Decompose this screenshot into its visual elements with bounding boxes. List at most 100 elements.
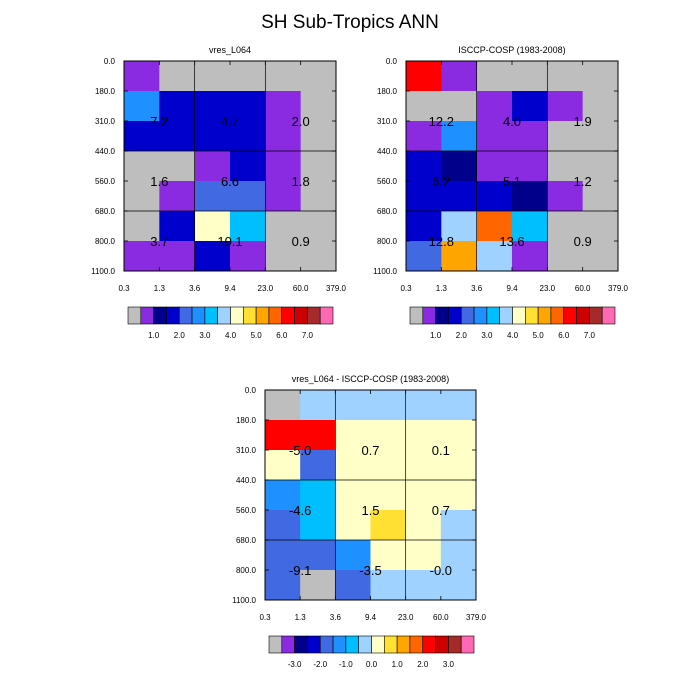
heatmap-cell (547, 151, 584, 182)
colorbar-swatch (178, 306, 193, 325)
box-value-label: 0.9 (292, 234, 310, 249)
heatmap-cell (159, 211, 196, 242)
heatmap-cell (440, 570, 477, 601)
colorbar-swatch (550, 306, 565, 325)
colorbar-swatch (191, 306, 206, 325)
heatmap-cell (440, 420, 477, 451)
box-value-label: 1.2 (574, 174, 592, 189)
y-tick-label: 180.0 (377, 87, 398, 96)
heatmap-cell (441, 61, 478, 92)
colorbar-label: 3.0 (443, 660, 455, 669)
colorbar-swatch (281, 306, 295, 325)
heatmap-cell (335, 570, 371, 601)
heatmap-cell (159, 241, 196, 272)
heatmap-cell (582, 91, 619, 122)
heatmap-cell (194, 151, 231, 182)
heatmap-cell (512, 241, 548, 272)
colorbar-swatch (307, 635, 321, 654)
heatmap-cell (512, 181, 548, 212)
heatmap-cell (405, 540, 442, 571)
heatmap-cell (370, 480, 407, 511)
heatmap-cell (406, 181, 442, 212)
heatmap-cell (159, 121, 196, 152)
panel-diff: 0.3 1.3 3.6 9.4 23.0 60.0 379.0 0.0 180.0 310.0 44… (232, 374, 486, 669)
colorbar-swatch (576, 306, 590, 325)
colorbar-label: 4.0 (225, 331, 237, 340)
y-tick-label: 310.0 (236, 446, 257, 455)
box-value-label: 12.8 (429, 234, 454, 249)
heatmap-cell (265, 181, 302, 212)
box-value-label: 3.7 (150, 234, 168, 249)
heatmap-cell (194, 121, 231, 152)
heatmap-cell (547, 241, 584, 272)
colorbar-swatch (422, 306, 436, 325)
heatmap-cell (370, 390, 407, 421)
heatmap-cell (582, 61, 619, 92)
x-tick-label: 9.4 (365, 613, 377, 622)
heatmap-cell (405, 390, 442, 421)
colorbar-swatch (435, 306, 449, 325)
x-tick-label: 23.0 (540, 284, 556, 293)
colorbar-label: 1.0 (148, 331, 160, 340)
y-tick-label: 1100.0 (232, 596, 256, 605)
colorbar-label: -3.0 (288, 660, 302, 669)
x-tick-label: 23.0 (398, 613, 414, 622)
colorbar-swatch (563, 306, 577, 325)
x-tick-label: 3.6 (189, 284, 201, 293)
heatmap-cell (300, 420, 336, 451)
heatmap-cell (300, 241, 337, 272)
heatmap-cell (300, 211, 337, 242)
box-value-label: 0.7 (361, 443, 379, 458)
heatmap-cell (441, 181, 478, 212)
box-value-label: 5.1 (503, 174, 521, 189)
y-tick-label: 0.0 (104, 57, 116, 66)
colorbar-label: 2.0 (456, 331, 468, 340)
main-title: SH Sub-Tropics ANN (261, 12, 439, 33)
colorbar-swatch (153, 306, 167, 325)
x-tick-label: 9.4 (224, 284, 236, 293)
colorbar-label: 6.0 (558, 331, 570, 340)
colorbar-swatch (409, 635, 424, 654)
heatmap-cell (547, 211, 584, 242)
heatmap-cell (476, 91, 513, 122)
colorbar-swatch (537, 306, 552, 325)
colorbar-swatch (396, 635, 411, 654)
colorbar-swatch (422, 635, 436, 654)
heatmap-cell (582, 151, 619, 182)
heatmap-cell (441, 241, 478, 272)
heatmap-cell (230, 91, 266, 122)
heatmap-cell (512, 121, 548, 152)
colorbar-swatch (294, 306, 308, 325)
panel-title: vres_L064 - ISCCP-COSP (1983-2008) (292, 374, 449, 384)
x-tick-label: 1.3 (295, 613, 307, 622)
box-value-label: -4.6 (289, 503, 311, 518)
box-value-label: -9.1 (289, 563, 311, 578)
heatmap-cell (335, 540, 371, 571)
colorbar-swatch (512, 306, 526, 325)
box-value-label: 7.2 (150, 114, 168, 129)
y-tick-label: 0.0 (245, 386, 257, 395)
heatmap-cell (194, 181, 231, 212)
heatmap-cell (230, 61, 266, 92)
colorbar-label: -2.0 (313, 660, 327, 669)
heatmap-cell (370, 510, 407, 541)
box-value-label: 6.2 (432, 174, 450, 189)
heatmap-cell (370, 420, 407, 451)
colorbar-swatch (601, 306, 616, 325)
colorbar-swatch (384, 635, 398, 654)
heatmap-cell (405, 480, 442, 511)
heatmap-cell (406, 121, 442, 152)
colorbar-label: 7.0 (302, 331, 314, 340)
heatmap-cell (547, 121, 584, 152)
x-tick-label: 9.4 (506, 284, 518, 293)
y-tick-label: 680.0 (95, 207, 116, 216)
x-tick-label: 60.0 (293, 284, 309, 293)
heatmap-cell (230, 151, 266, 182)
colorbar-label: 2.0 (417, 660, 429, 669)
colorbar-label: 0.0 (366, 660, 378, 669)
heatmap-cell (476, 211, 513, 242)
heatmap-cell (194, 91, 231, 122)
colorbar-swatch (307, 306, 321, 325)
heatmap-cell (194, 61, 231, 92)
x-tick-label: 3.6 (330, 613, 342, 622)
